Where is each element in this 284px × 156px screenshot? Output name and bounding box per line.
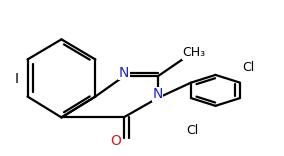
Text: N: N <box>118 66 129 80</box>
Text: N: N <box>152 87 163 101</box>
Text: O: O <box>110 134 122 148</box>
Text: I: I <box>15 72 19 86</box>
Text: CH₃: CH₃ <box>183 46 206 59</box>
Text: Cl: Cl <box>242 61 254 74</box>
Text: Cl: Cl <box>187 124 199 137</box>
